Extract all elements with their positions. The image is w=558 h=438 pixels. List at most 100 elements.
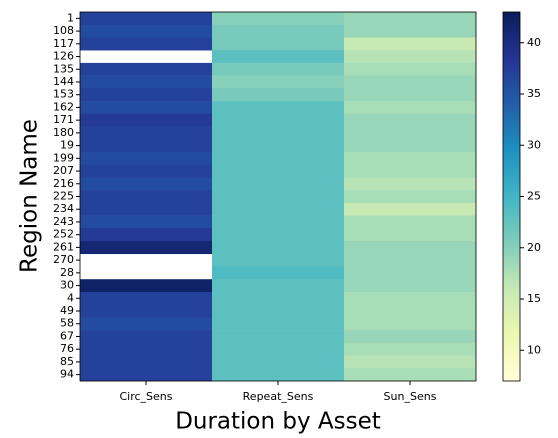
heatmap-cell [212,101,345,115]
heatmap-cell [80,151,213,165]
y-tick-label: 144 [53,75,74,88]
heatmap-cell [344,88,477,102]
y-axis-label: Region Name [17,119,43,273]
heatmap-cell [212,228,345,242]
heatmap-cell [80,164,213,178]
colorbar-tick-label: 20 [527,241,541,254]
heatmap-cell [80,342,213,356]
y-tick-label: 199 [53,151,74,164]
y-tick-label: 85 [60,355,74,368]
heatmap-cell [212,368,345,382]
heatmap-cell [80,355,213,369]
heatmap-cell [344,75,477,89]
heatmap-cell [212,291,345,305]
heatmap-cell [80,228,213,242]
heatmap-cell [80,62,213,76]
heatmap-cell [212,75,345,89]
y-tick-label: 76 [60,342,74,355]
heatmap-cell [80,304,213,318]
heatmap-cell [344,330,477,344]
y-tick-label: 67 [60,329,74,342]
heatmap-cell [212,279,345,293]
heatmap-cell [80,241,213,255]
heatmap-cell [344,241,477,255]
y-tick-label: 153 [53,88,74,101]
y-tick-label: 1 [67,11,74,24]
heatmap-cell [344,12,477,26]
heatmap-cell [344,101,477,115]
heatmap-cell [212,151,345,165]
heatmap-cell [80,75,213,89]
y-tick-label: 108 [53,24,74,37]
heatmap-cell [344,266,477,280]
y-tick-label: 58 [60,317,74,330]
heatmap-cell [80,291,213,305]
heatmap-cell [80,215,213,229]
heatmap-cell [80,139,213,153]
heatmap-cell [80,126,213,140]
heatmap-cell [344,24,477,38]
heatmap-cell [344,215,477,229]
x-axis-label: Duration by Asset [175,409,381,435]
heatmap-cell [212,12,345,26]
heatmap-cell [344,190,477,204]
heatmap-cell [80,368,213,382]
heatmap-cell [344,291,477,305]
heatmap-cell [344,62,477,76]
heatmap-cell [212,355,345,369]
y-tick-label: 261 [53,240,74,253]
heatmap-cell [80,88,213,102]
y-tick-label: 4 [67,291,74,304]
heatmap-cell [344,304,477,318]
heatmap-cell [212,330,345,344]
heatmap-cell [212,190,345,204]
x-tick-label: Sun_Sens [384,390,437,403]
heatmap-cell [344,50,477,64]
heatmap-cell [212,202,345,216]
heatmap-cell [344,355,477,369]
y-tick-label: 252 [53,228,74,241]
heatmap-cell [212,241,345,255]
y-tick-label: 94 [60,368,74,381]
y-tick-label: 270 [53,253,74,266]
heatmap-cell [344,177,477,191]
heatmap-cell [212,113,345,127]
y-tick-label: 126 [53,50,74,63]
heatmap-cell [344,126,477,140]
heatmap-cell [344,317,477,331]
y-tick-label: 162 [53,100,74,113]
heatmap-cell [80,113,213,127]
heatmap-cell [344,228,477,242]
heatmap-cell [344,113,477,127]
heatmap-cell [80,177,213,191]
heatmap-cell [344,368,477,382]
y-tick-label: 225 [53,190,74,203]
heatmap-cell [344,279,477,293]
y-tick-label: 135 [53,62,74,75]
heatmap-cell [212,266,345,280]
x-tick-label: Circ_Sens [119,390,172,403]
heatmap-cell [80,330,213,344]
heatmap-cell [80,279,213,293]
heatmap-cell [344,342,477,356]
y-tick-label: 171 [53,113,74,126]
heatmap-cell [212,304,345,318]
heatmap-cell [212,37,345,51]
heatmap-cell [344,253,477,267]
heatmap-cell [80,190,213,204]
heatmap-cell [212,164,345,178]
heatmap-cell [344,151,477,165]
y-tick-label: 243 [53,215,74,228]
y-tick-label: 216 [53,177,74,190]
heatmap-cell [80,101,213,115]
colorbar-tick-label: 40 [527,36,541,49]
heatmap-cell [80,202,213,216]
heatmap-cell [212,215,345,229]
heatmap-cell [344,37,477,51]
y-tick-label: 207 [53,164,74,177]
heatmap-cell [80,37,213,51]
heatmap-cell [80,24,213,38]
heatmap-cell [212,253,345,267]
y-tick-label: 49 [60,304,74,317]
colorbar-tick-label: 15 [527,292,541,305]
